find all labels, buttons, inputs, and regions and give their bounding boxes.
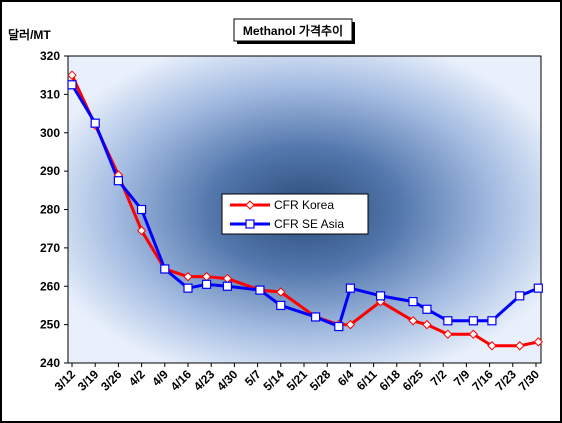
data-point-cfr-korea-17 [468,329,479,339]
data-point-cfr-korea-12 [345,319,356,330]
data-point-cfr-korea-5 [183,271,193,282]
data-point-cfr-se-asia-11 [334,321,344,332]
data-point-cfr-korea-0 [67,70,77,80]
x-tick-label: 6/18 [377,367,404,394]
data-point-cfr-korea-14 [408,316,418,326]
data-point-cfr-se-asia-17 [468,316,478,326]
chart-title-box: Methanol 가격추이 [233,18,355,44]
data-point-cfr-se-asia-10 [311,312,321,322]
x-tick-label: 4/9 [149,367,171,389]
data-point-cfr-se-asia-6 [201,279,212,289]
legend-entry-cfr-se-asia: CFR SE Asia [230,217,344,231]
y-tick-label: 250 [40,318,60,332]
data-point-cfr-se-asia-1 [90,118,100,128]
x-tick-label: 4/23 [191,367,218,394]
x-tick-label: 5/14 [261,367,288,394]
data-point-cfr-korea-15 [422,319,432,330]
x-tick-label: 4/16 [168,367,195,394]
data-point-cfr-se-asia-20 [533,283,543,293]
x-tick-label: 7/16 [469,367,496,394]
legend: CFR Korea CFR SE Asia [221,193,369,235]
x-tick-label: 7/2 [428,367,450,389]
x-tick-label: 7/23 [493,367,520,394]
data-point-cfr-se-asia-15 [422,304,432,314]
y-tick-label: 270 [40,241,60,255]
data-point-cfr-se-asia-2 [113,176,124,186]
y-tick-label: 310 [40,87,60,101]
x-tick-label: 7/9 [451,367,473,389]
x-tick-label: 7/30 [516,367,543,394]
data-point-cfr-se-asia-4 [160,264,170,274]
chart-title: Methanol 가격추이 [243,23,343,38]
data-point-cfr-se-asia-8 [255,285,265,295]
data-point-cfr-se-asia-0 [67,80,77,90]
y-tick-label: 240 [40,356,60,370]
data-point-cfr-se-asia-5 [183,283,193,293]
data-point-cfr-se-asia-18 [487,316,497,326]
series-markers [67,70,544,351]
x-tick-label: 5/21 [284,367,311,394]
data-point-cfr-korea-20 [533,337,544,347]
x-tick-label: 3/19 [75,367,102,394]
data-point-cfr-korea-3 [136,225,147,236]
x-tick-label: 4/30 [214,367,241,394]
data-point-cfr-se-asia-13 [375,291,386,301]
x-tick-label: 4/2 [126,367,148,389]
x-tick-label: 3/12 [52,367,79,394]
data-point-cfr-korea-9 [276,287,286,297]
y-tick-label: 320 [40,49,60,63]
x-tick-label: 6/4 [335,367,357,389]
data-point-cfr-se-asia-9 [276,300,286,311]
y-tick-label: 290 [40,164,60,178]
legend-label-cfr-se-asia: CFR SE Asia [274,217,344,231]
data-point-cfr-se-asia-14 [408,297,418,307]
x-tick-label: 5/28 [307,367,334,394]
data-point-cfr-se-asia-3 [137,204,147,215]
legend-label-cfr-korea: CFR Korea [274,198,334,212]
data-point-cfr-korea-16 [443,329,453,339]
data-point-cfr-se-asia-16 [443,316,453,326]
data-point-cfr-se-asia-19 [515,291,525,301]
data-point-cfr-korea-18 [487,341,497,351]
data-point-cfr-se-asia-7 [222,281,233,291]
x-tick-label: 6/25 [400,367,427,394]
x-tick-label: 6/11 [354,367,380,393]
x-tick-label: 3/26 [98,367,125,394]
data-point-cfr-korea-19 [515,341,525,351]
y-tick-label: 280 [40,203,60,217]
x-tick-label: 5/7 [242,367,264,389]
legend-entry-cfr-korea: CFR Korea [230,198,334,212]
y-axis-label: 달러/MT [8,27,51,42]
y-tick-label: 260 [40,279,60,293]
y-tick-label: 300 [40,126,60,140]
data-point-cfr-se-asia-12 [345,283,355,293]
